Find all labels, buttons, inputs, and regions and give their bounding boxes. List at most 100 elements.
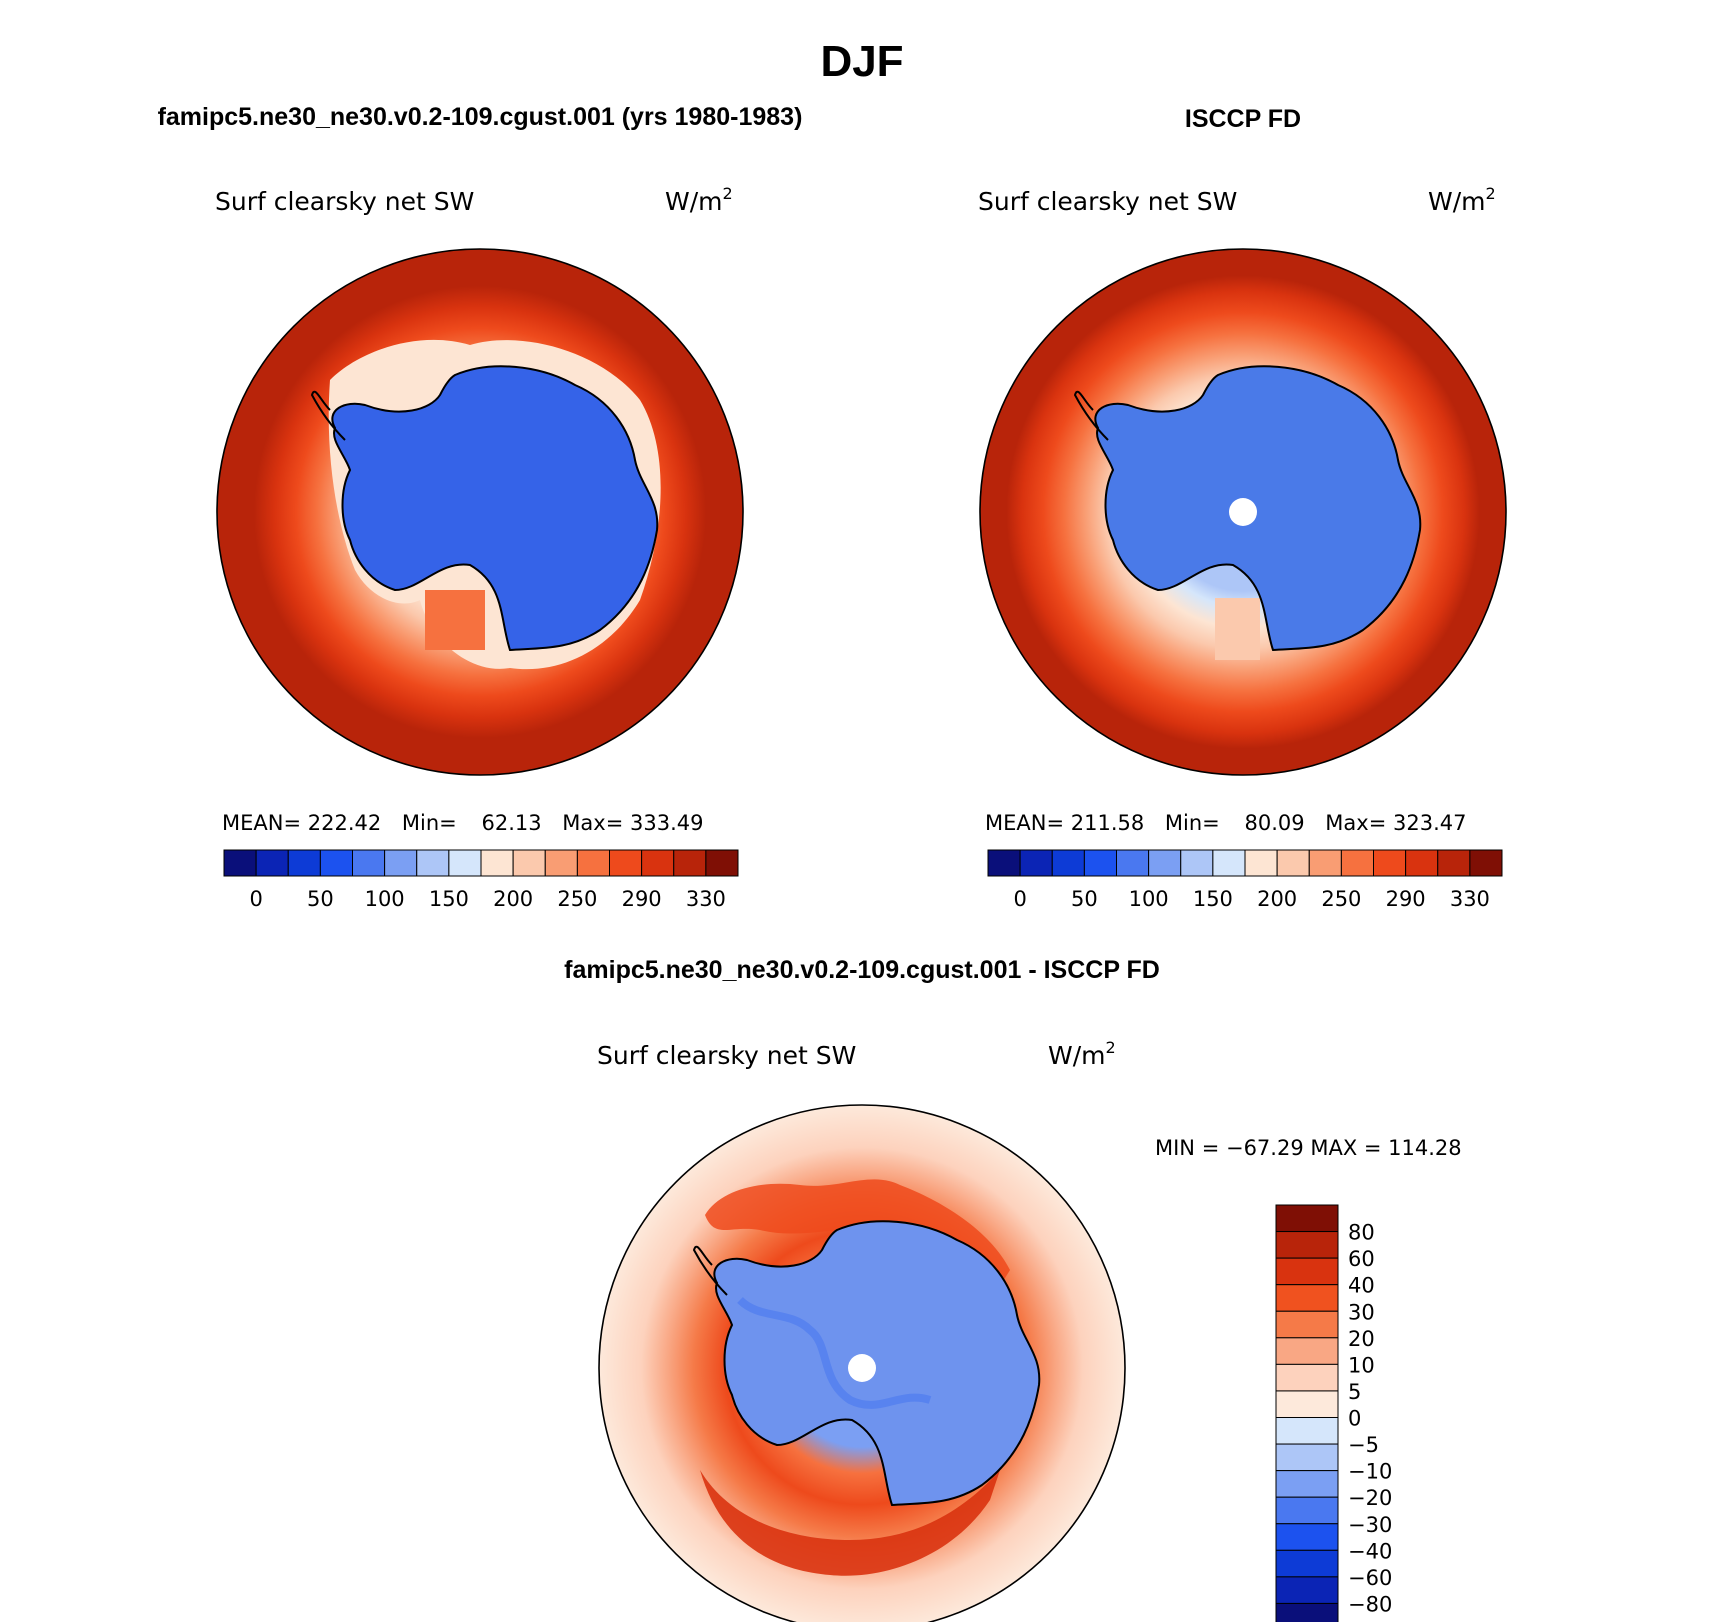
obs-max-value: 323.47 bbox=[1393, 811, 1466, 835]
model-colorbar-tick-label: 100 bbox=[365, 887, 405, 911]
diff-units-exp: 2 bbox=[1106, 1038, 1116, 1057]
model-mean-value: 222.42 bbox=[308, 811, 381, 835]
model-colorbar-cell bbox=[576, 849, 610, 877]
diff-colorbar-cell bbox=[1275, 1204, 1339, 1233]
model-min-value: 62.13 bbox=[481, 811, 541, 835]
model-colorbar-cell bbox=[512, 849, 546, 877]
diff-colorbar bbox=[1275, 1204, 1339, 1622]
diff-colorbar-cell bbox=[1275, 1496, 1339, 1525]
diff-colorbar-cell bbox=[1275, 1390, 1339, 1418]
obs-colorbar-tick-label: 0 bbox=[1013, 887, 1026, 911]
diff-colorbar-cell bbox=[1275, 1602, 1339, 1622]
obs-colorbar-cell bbox=[1469, 849, 1503, 877]
diff-variable-label: Surf clearsky net SW bbox=[597, 1041, 856, 1070]
diff-colorbar-tick-label: 60 bbox=[1348, 1247, 1375, 1271]
model-colorbar-cell bbox=[223, 849, 257, 877]
diff-colorbar-cell bbox=[1275, 1231, 1339, 1259]
model-max-value: 333.49 bbox=[630, 811, 703, 835]
diff-colorbar-tick-label: 80 bbox=[1348, 1221, 1375, 1245]
obs-colorbar-tick-label: 330 bbox=[1450, 887, 1490, 911]
obs-colorbar-tick-label: 200 bbox=[1257, 887, 1297, 911]
obs-colorbar-cell bbox=[1019, 849, 1053, 877]
diff-colorbar-tick-label: 30 bbox=[1348, 1300, 1375, 1324]
obs-colorbar-cell bbox=[1180, 849, 1214, 877]
diff-colorbar-tick-label: −80 bbox=[1348, 1592, 1392, 1616]
diff-colorbar-cell bbox=[1275, 1523, 1339, 1551]
model-colorbar-tick-label: 150 bbox=[429, 887, 469, 911]
diff-antarctica-land bbox=[713, 1220, 1041, 1507]
obs-colorbar-tick-label: 150 bbox=[1193, 887, 1233, 911]
obs-variable-label: Surf clearsky net SW bbox=[978, 187, 1237, 216]
model-colorbar-cell bbox=[255, 849, 289, 877]
obs-colorbar-cell bbox=[1083, 849, 1117, 877]
model-panel-heading: famipc5.ne30_ne30.v0.2-109.cgust.001 (yr… bbox=[158, 103, 803, 131]
model-colorbar-tick-label: 250 bbox=[557, 887, 597, 911]
diff-colorbar-tick-label: 10 bbox=[1348, 1353, 1375, 1377]
model-polar-map bbox=[216, 248, 744, 776]
model-colorbar-tick-label: 330 bbox=[686, 887, 726, 911]
obs-colorbar-cell bbox=[1244, 849, 1278, 877]
model-colorbar-cell bbox=[609, 849, 643, 877]
model-colorbar-cell bbox=[705, 849, 739, 877]
diff-polar-map bbox=[598, 1104, 1126, 1622]
obs-colorbar-cell bbox=[1116, 849, 1150, 877]
obs-colorbar-cell bbox=[987, 849, 1021, 877]
obs-stats: MEAN= 211.58 Min= 80.09 Max= 323.47 bbox=[985, 811, 1466, 835]
diff-colorbar-cell bbox=[1275, 1576, 1339, 1604]
obs-colorbar-cell bbox=[1051, 849, 1085, 877]
diff-colorbar-tick-label: −40 bbox=[1348, 1539, 1392, 1563]
model-colorbar-cell bbox=[384, 849, 418, 877]
obs-min-value: 80.09 bbox=[1244, 811, 1304, 835]
model-stats: MEAN= 222.42 Min= 62.13 Max= 333.49 bbox=[222, 811, 703, 835]
diff-colorbar-tick-label: −5 bbox=[1348, 1433, 1379, 1457]
obs-colorbar-tick-label: 290 bbox=[1386, 887, 1426, 911]
obs-panel-heading: ISCCP FD bbox=[1185, 105, 1301, 133]
obs-colorbar-cell bbox=[1276, 849, 1310, 877]
diff-colorbar-tick-label: −10 bbox=[1348, 1460, 1392, 1484]
diff-colorbar-cell bbox=[1275, 1257, 1339, 1286]
obs-colorbar-cell bbox=[1148, 849, 1182, 877]
diff-colorbar-cell bbox=[1275, 1417, 1339, 1445]
diff-colorbar-tick-label: 0 bbox=[1348, 1407, 1361, 1431]
diff-colorbar-tick-label: −30 bbox=[1348, 1513, 1392, 1537]
diff-minmax: MIN = −67.29 MAX = 114.28 bbox=[1155, 1136, 1462, 1160]
obs-units-exp: 2 bbox=[1486, 184, 1496, 203]
diff-colorbar-tick-label: −60 bbox=[1348, 1566, 1392, 1590]
model-colorbar-ticks: 0 50 100 150 200 250 290 330 bbox=[249, 887, 725, 911]
model-mean-label: MEAN= bbox=[222, 811, 301, 835]
model-units-label: W/m2 bbox=[665, 184, 733, 216]
diff-colorbar-cell bbox=[1275, 1549, 1339, 1578]
diff-colorbar-cell bbox=[1275, 1284, 1339, 1312]
obs-antarctica-land bbox=[1094, 365, 1422, 652]
model-min-label: Min= bbox=[402, 811, 457, 835]
model-variable-label: Surf clearsky net SW bbox=[215, 187, 474, 216]
model-colorbar-cell bbox=[319, 849, 353, 877]
obs-mean-value: 211.58 bbox=[1071, 811, 1144, 835]
obs-min-label: Min= bbox=[1165, 811, 1220, 835]
diff-units-label: W/m2 bbox=[1048, 1038, 1116, 1070]
obs-colorbar-cell bbox=[1405, 849, 1439, 877]
model-units-base: W/m bbox=[665, 187, 723, 216]
obs-colorbar-cell bbox=[1373, 849, 1407, 877]
obs-colorbar-tick-label: 100 bbox=[1129, 887, 1169, 911]
diff-colorbar-cell bbox=[1275, 1310, 1339, 1339]
model-colorbar bbox=[223, 849, 739, 877]
diff-colorbar-cell bbox=[1275, 1337, 1339, 1365]
obs-polar-map bbox=[979, 248, 1507, 776]
model-antarctica-land bbox=[331, 365, 659, 652]
diff-colorbar-tick-label: 5 bbox=[1348, 1380, 1361, 1404]
model-colorbar-cell bbox=[287, 849, 321, 877]
obs-colorbar-cell bbox=[1437, 849, 1471, 877]
obs-colorbar-tick-label: 250 bbox=[1321, 887, 1361, 911]
diff-panel-heading: famipc5.ne30_ne30.v0.2-109.cgust.001 - I… bbox=[564, 956, 1160, 984]
model-max-label: Max= bbox=[562, 811, 623, 835]
model-colorbar-cell bbox=[416, 849, 450, 877]
obs-colorbar-cell bbox=[1308, 849, 1342, 877]
diff-colorbar-tick-label: 40 bbox=[1348, 1274, 1375, 1298]
diff-units-base: W/m bbox=[1048, 1041, 1106, 1070]
model-colorbar-cell bbox=[544, 849, 578, 877]
model-colorbar-cell bbox=[480, 849, 514, 877]
diff-colorbar-tick-label: −20 bbox=[1348, 1486, 1392, 1510]
